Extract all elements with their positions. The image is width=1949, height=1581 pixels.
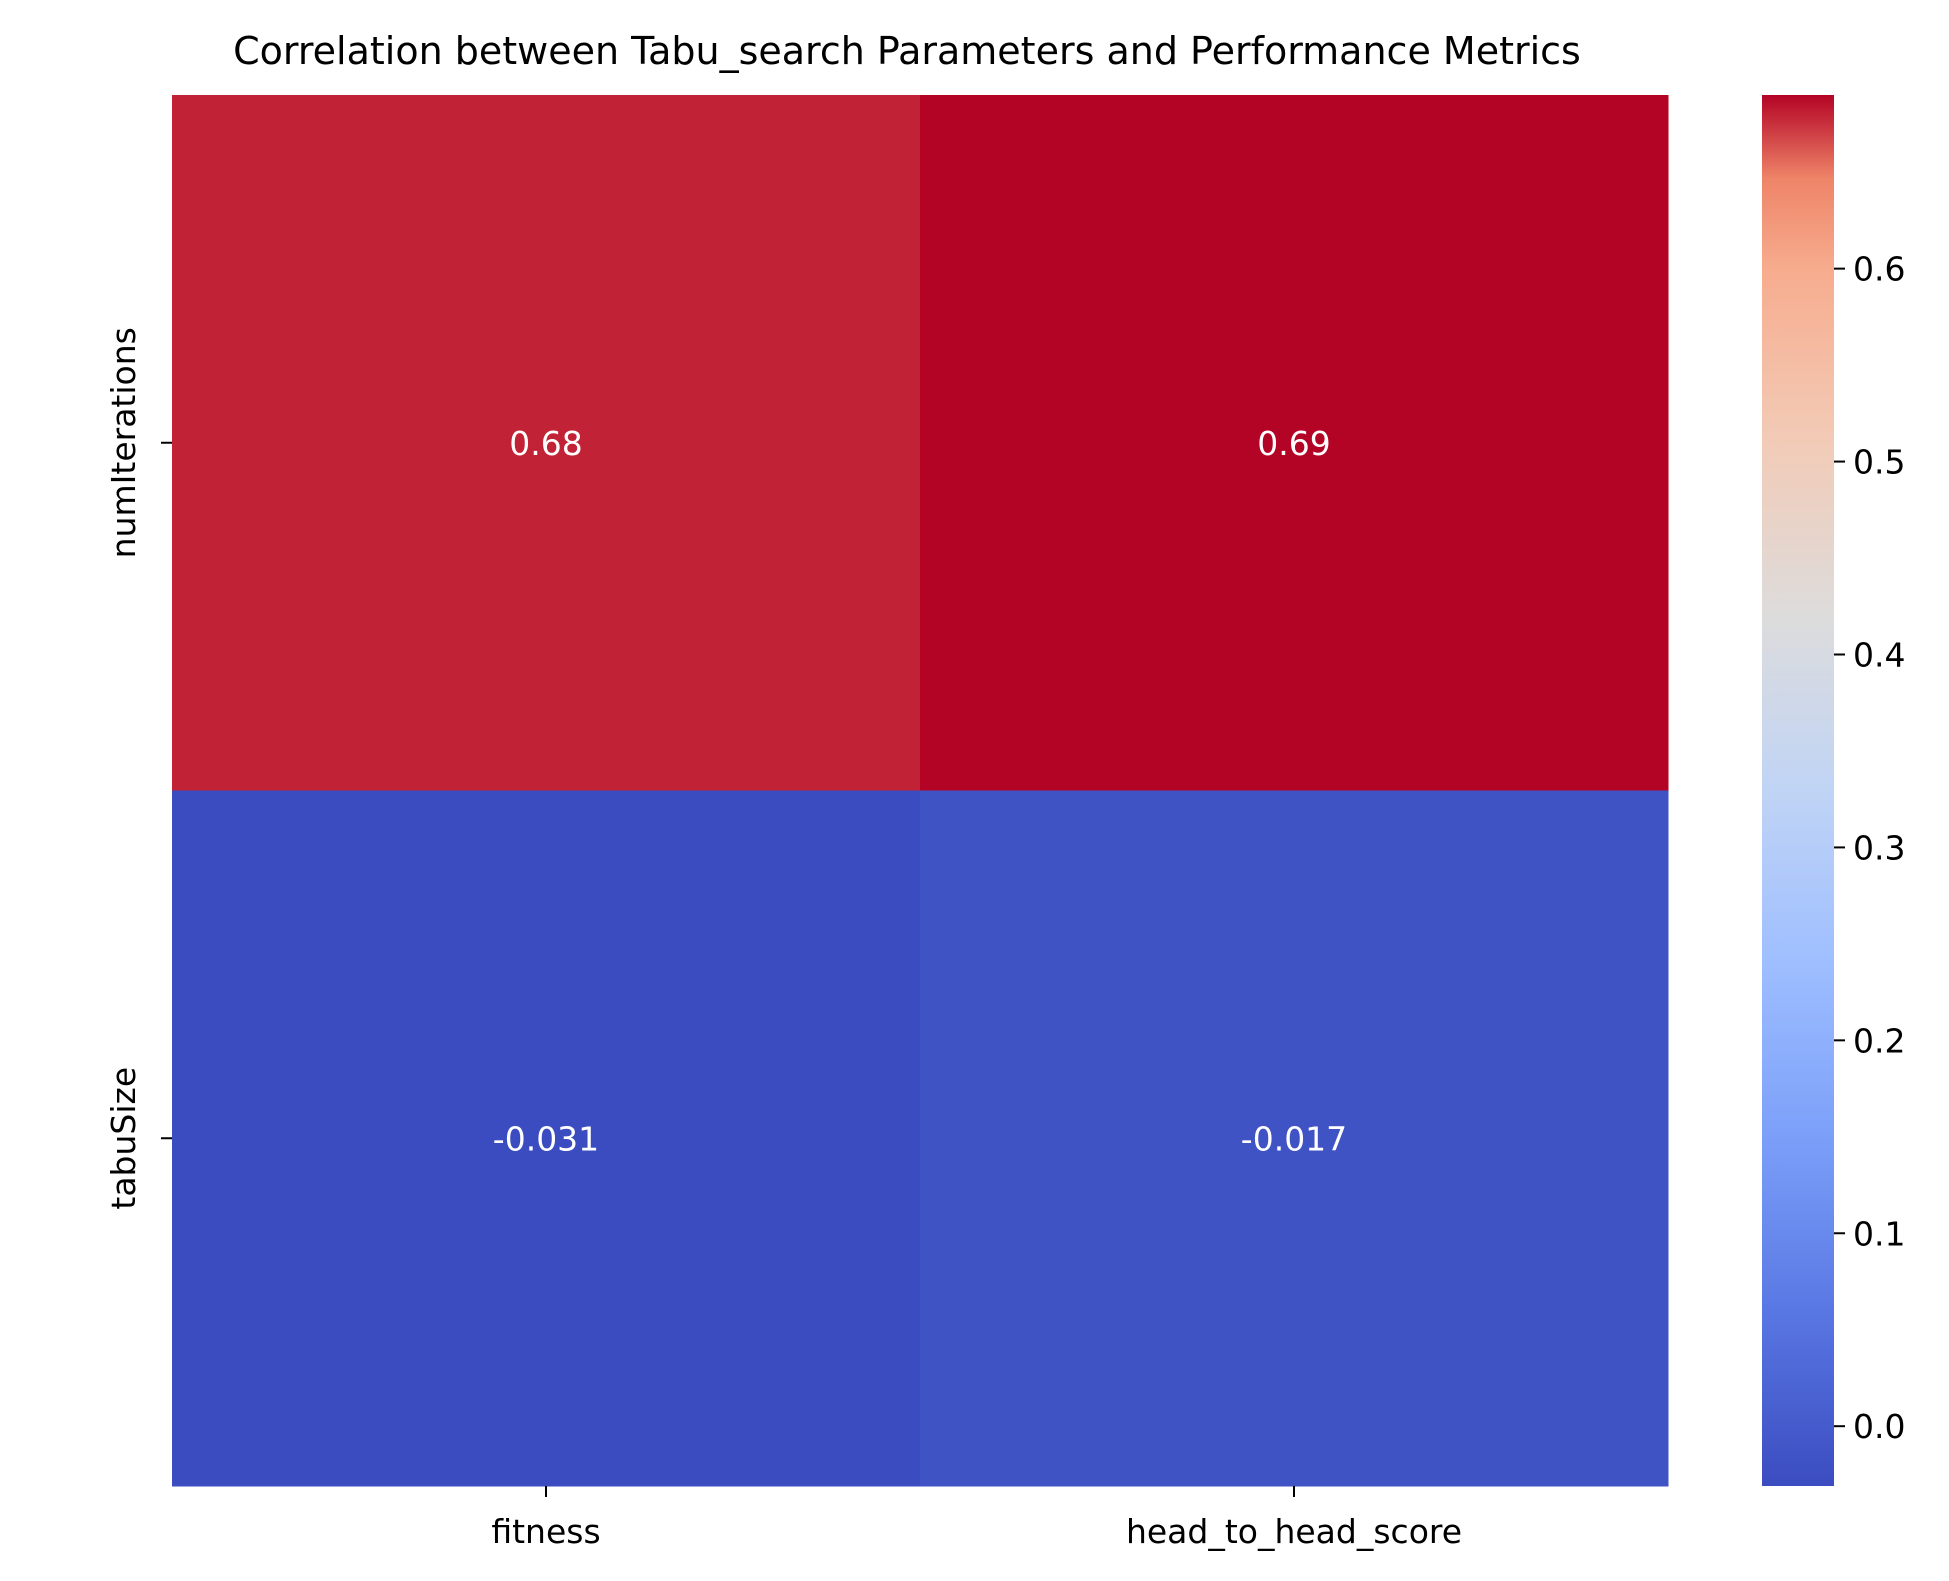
colorbar-tick-label: 0.6 — [1853, 250, 1905, 289]
colorbar — [1762, 95, 1834, 1486]
colorbar-tick-label: 0.3 — [1853, 828, 1905, 867]
x-tick-label: head_to_head_score — [1126, 1512, 1462, 1551]
colorbar-tick-label: 0.5 — [1853, 443, 1905, 482]
cell-value-label: 0.68 — [509, 424, 582, 463]
cell-value-label: -0.031 — [493, 1119, 599, 1158]
heatmap-cells — [172, 95, 1669, 1487]
heatmap-cell — [172, 95, 921, 791]
heatmap-cell — [920, 790, 1669, 1487]
colorbar-axis: 0.0 0.1 0.2 0.3 0.4 0.5 0.6 — [1834, 250, 1905, 1446]
colorbar-tick-label: 0.0 — [1853, 1407, 1905, 1446]
y-axis: numIterations tabuSize — [104, 327, 172, 1210]
x-axis: fitness head_to_head_score — [491, 1486, 1462, 1551]
heatmap-cell — [172, 790, 921, 1487]
x-tick-label: fitness — [491, 1512, 600, 1551]
y-tick-label: numIterations — [104, 327, 143, 558]
cell-value-label: -0.017 — [1241, 1119, 1347, 1158]
colorbar-tick-label: 0.4 — [1853, 635, 1905, 674]
chart-title: Correlation between Tabu_search Paramete… — [233, 29, 1581, 73]
cell-value-label: 0.69 — [1257, 424, 1330, 463]
y-tick-label: tabuSize — [104, 1067, 143, 1210]
heatmap-cell-labels: 0.68 0.69 -0.031 -0.017 — [493, 424, 1347, 1159]
colorbar-tick-label: 0.1 — [1853, 1214, 1905, 1253]
heatmap-cell — [920, 95, 1669, 791]
colorbar-tick-label: 0.2 — [1853, 1021, 1905, 1060]
